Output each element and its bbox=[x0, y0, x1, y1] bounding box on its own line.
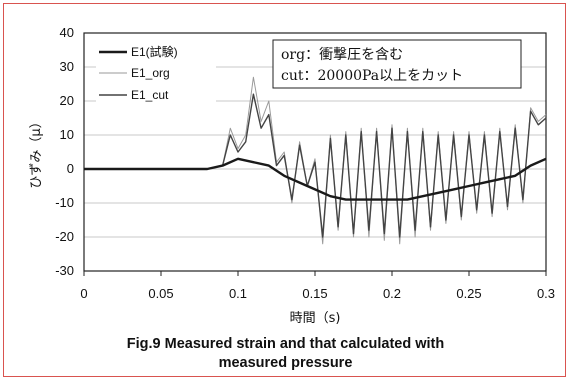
x-tick-label: 0.3 bbox=[537, 286, 555, 301]
legend-label-e1-org: E1_org bbox=[131, 66, 170, 80]
x-axis-label: 時間（s) bbox=[290, 311, 341, 326]
figure-frame bbox=[3, 3, 566, 377]
annotation-org: org：衝撃圧を含む bbox=[281, 47, 403, 63]
series-line-e1 bbox=[84, 157, 547, 201]
y-tick-label: -30 bbox=[55, 263, 74, 278]
series-line-e1-cut bbox=[84, 93, 547, 238]
figure-caption-line1: Fig.9 Measured strain and that calculate… bbox=[126, 336, 445, 352]
y-tick-label: -20 bbox=[55, 229, 74, 244]
y-tick-label: 20 bbox=[60, 93, 74, 108]
legend: E1(試験) E1_org E1_cut bbox=[96, 40, 216, 108]
x-tick-label: 0.05 bbox=[148, 286, 173, 301]
y-tick-label: 10 bbox=[60, 127, 74, 142]
series-lines bbox=[84, 76, 547, 245]
y-tick-label: 0 bbox=[67, 161, 74, 176]
y-axis-label: ひずみ（μ） bbox=[29, 115, 44, 188]
x-axis-ticks: 0 0.05 0.1 0.15 0.2 0.25 0.3 bbox=[80, 271, 555, 301]
figure-caption-line2: measured pressure bbox=[218, 355, 353, 371]
x-tick-label: 0.15 bbox=[302, 286, 327, 301]
x-tick-label: 0.1 bbox=[229, 286, 247, 301]
legend-label-e1-cut: E1_cut bbox=[131, 88, 169, 102]
y-tick-label: 40 bbox=[60, 25, 74, 40]
annotation-cut: cut：20000Pa以上をカット bbox=[281, 68, 463, 84]
y-tick-label: 30 bbox=[60, 59, 74, 74]
x-tick-label: 0.25 bbox=[456, 286, 481, 301]
annotation-box: org：衝撃圧を含む cut：20000Pa以上をカット bbox=[272, 39, 522, 89]
x-tick-label: 0.2 bbox=[383, 286, 401, 301]
y-axis-ticks: 40 30 20 10 0 -10 -20 -30 bbox=[55, 25, 74, 278]
x-tick-label: 0 bbox=[80, 286, 87, 301]
legend-label-e1: E1(試験) bbox=[131, 44, 178, 59]
y-tick-label: -10 bbox=[55, 195, 74, 210]
strain-chart: 40 30 20 10 0 -10 -20 -30 0 0.05 0.1 0.15 0.2 0.25 0.… bbox=[29, 25, 555, 326]
